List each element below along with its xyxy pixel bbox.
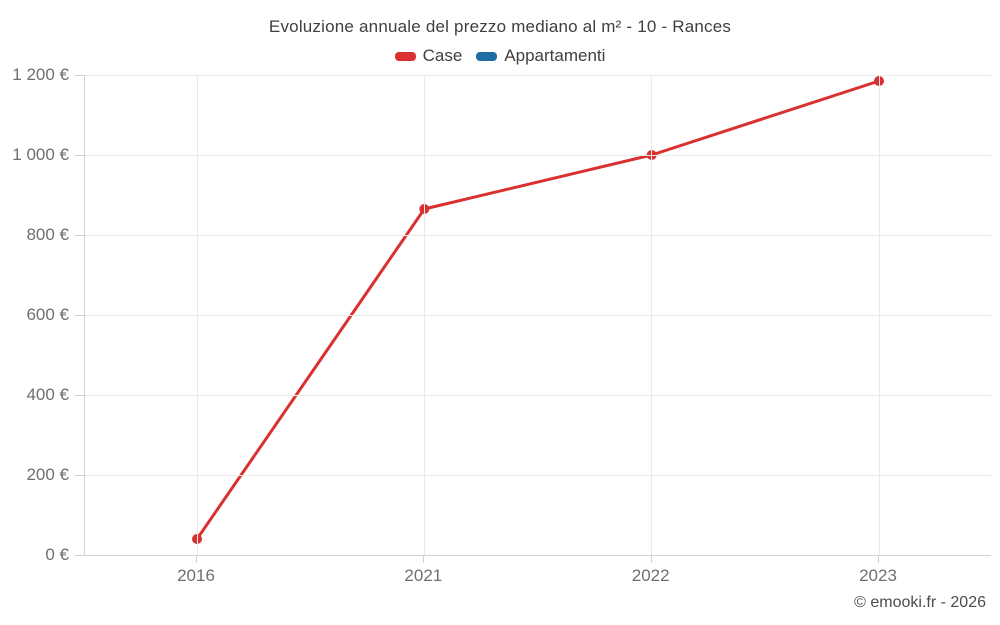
gridline-horizontal [85, 154, 991, 156]
gridline-vertical [651, 75, 653, 555]
y-axis-label: 200 € [26, 465, 69, 484]
x-tick [423, 555, 425, 563]
gridline-vertical [196, 75, 198, 555]
y-tick [75, 75, 84, 76]
plot-area [84, 74, 991, 556]
legend-label: Case [422, 46, 463, 65]
gridline-horizontal [85, 234, 991, 236]
copyright-credit: © emooki.fr - 2026 [854, 594, 986, 611]
y-tick [75, 155, 84, 156]
x-tick [650, 555, 652, 563]
x-axis-label: 2021 [404, 566, 443, 585]
x-tick [196, 555, 197, 563]
gridline-horizontal [85, 74, 991, 76]
y-tick [75, 315, 84, 316]
gridline-vertical [878, 75, 880, 555]
y-axis-label: 1 200 € [12, 65, 69, 84]
y-axis-label: 600 € [26, 305, 69, 324]
x-axis-label: 2023 [859, 566, 897, 585]
chart-title: Evoluzione annuale del prezzo mediano al… [268, 17, 732, 36]
gridline-horizontal [85, 394, 991, 396]
y-axis-label: 400 € [26, 385, 69, 404]
y-tick [75, 555, 84, 556]
legend-swatch-case [394, 51, 416, 61]
x-tick [878, 555, 879, 563]
gridline-vertical [423, 75, 425, 555]
y-tick [75, 235, 84, 236]
y-axis-label: 800 € [26, 225, 69, 244]
legend-item-appartamenti[interactable]: Appartamenti [476, 46, 605, 66]
y-tick [75, 475, 84, 476]
x-axis-label: 2016 [177, 566, 215, 585]
y-axis-label: 0 € [45, 545, 69, 564]
legend-item-case[interactable]: Case [394, 46, 463, 66]
series-line-case [195, 79, 881, 541]
x-axis-label: 2022 [631, 566, 670, 585]
gridline-horizontal [85, 474, 991, 476]
y-axis-label: 1 000 € [12, 145, 69, 164]
legend-swatch-appartamenti [476, 51, 498, 61]
y-tick [75, 395, 84, 396]
gridline-horizontal [85, 314, 991, 316]
legend: Case Appartamenti [0, 46, 1000, 66]
legend-label: Appartamenti [504, 46, 606, 65]
